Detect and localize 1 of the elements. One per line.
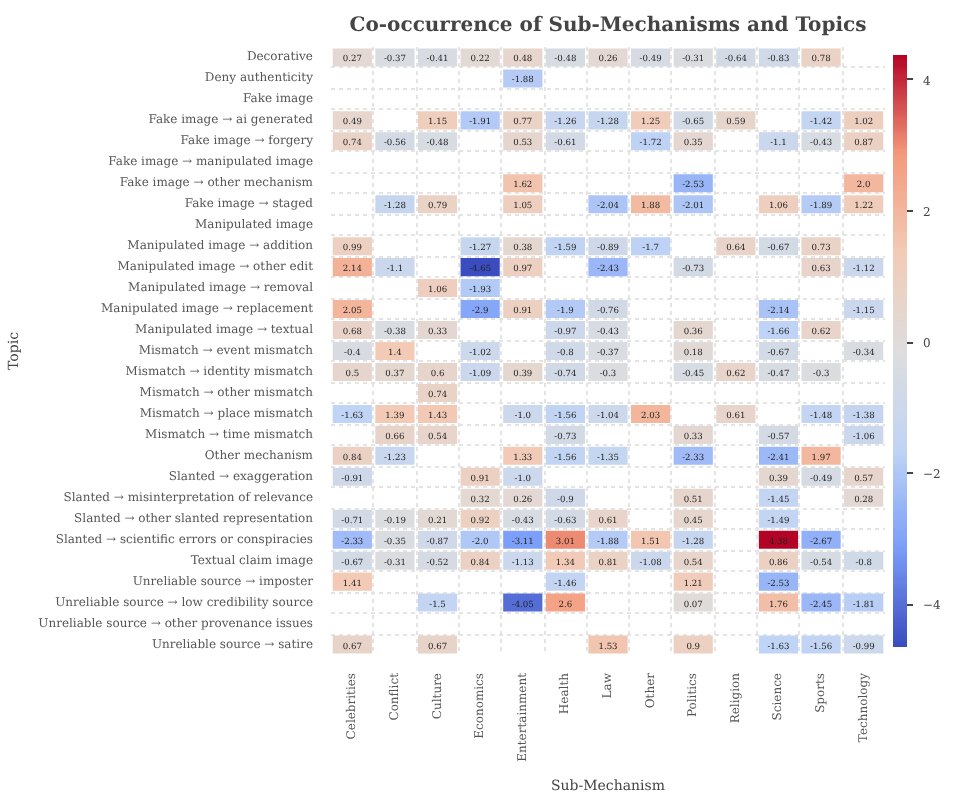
chart-title: Co-occurrence of Sub-Mechanisms and Topics bbox=[349, 15, 868, 37]
